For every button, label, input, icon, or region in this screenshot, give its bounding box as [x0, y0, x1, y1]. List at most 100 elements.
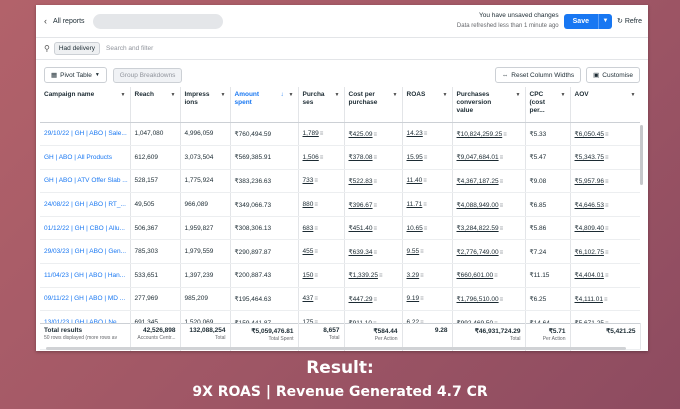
horizontal-scrollbar[interactable] — [46, 347, 626, 350]
metric-value[interactable]: 683 — [302, 224, 314, 232]
metric-value[interactable]: 9.19 — [406, 295, 420, 303]
metric-value[interactable]: ₹3,284,822.59 — [456, 225, 499, 233]
metric-value[interactable]: 1,506 — [302, 153, 319, 161]
metric-value[interactable]: ₹396.67 — [348, 201, 373, 209]
sort-arrow-icon[interactable]: ↓ — [280, 92, 284, 98]
table-row[interactable]: GH | ABO | All Products 612,609 3,073,504 ₹… — [40, 145, 640, 170]
metric-value[interactable]: 175 — [303, 319, 314, 326]
table-row[interactable]: 09/11/22 | GH | ABO | MD ... 277,969 985,2… — [40, 287, 640, 312]
metric-value[interactable]: ₹4,646.53 — [574, 201, 604, 209]
breakdown-icon: ≡ — [314, 249, 318, 256]
metric-value[interactable]: ₹639.34 — [348, 248, 373, 256]
metric-value[interactable]: ₹660,601.00 — [456, 272, 494, 280]
metric-value[interactable]: 9.55 — [406, 248, 420, 256]
column-menu-chevron-icon[interactable]: ▼ — [288, 92, 294, 98]
metric-value[interactable]: ₹6,102.75 — [574, 248, 604, 256]
vertical-scrollbar[interactable] — [640, 125, 643, 185]
customise-button[interactable]: ▣ Customise — [586, 67, 640, 83]
column-header-5[interactable]: Cost per purchase ▼ — [344, 87, 403, 123]
refresh-button[interactable]: ↻ Refre — [617, 17, 642, 26]
metric-value[interactable]: 150 — [302, 271, 314, 279]
breakdown-icon: ≡ — [314, 202, 318, 209]
metric-value[interactable]: ₹2,776,749.00 — [456, 248, 499, 256]
metric-value[interactable]: 733 — [302, 177, 314, 185]
breakdown-icon: ≡ — [319, 131, 324, 138]
column-header-1[interactable]: Reach ▼ — [130, 87, 181, 123]
campaign-name-cell[interactable]: 11/04/23 | GH | ABO | Han... — [40, 263, 131, 288]
column-menu-chevron-icon[interactable]: ▼ — [630, 92, 636, 98]
column-menu-chevron-icon[interactable]: ▼ — [515, 92, 521, 98]
column-header-9[interactable]: AOV ▼ — [570, 87, 640, 123]
metric-value[interactable]: ₹4,088,949.00 — [456, 201, 499, 209]
metric-value[interactable]: ₹522.83 — [348, 177, 373, 185]
save-options-chevron-icon[interactable]: ▼ — [598, 13, 612, 29]
breakdown-icon: ≡ — [373, 202, 378, 209]
campaign-name-cell[interactable]: 01/12/22 | GH | CBO | Allu... — [40, 216, 131, 241]
column-header-6[interactable]: ROAS ▼ — [402, 87, 453, 123]
column-menu-chevron-icon[interactable]: ▼ — [170, 92, 176, 98]
reset-column-widths-button[interactable]: ⇔ Reset Column Widths — [494, 67, 582, 83]
column-menu-chevron-icon[interactable]: ▼ — [120, 92, 126, 98]
metric-value[interactable]: ₹1,339.25 — [348, 272, 378, 280]
column-menu-chevron-icon[interactable]: ▼ — [560, 92, 566, 98]
pivot-table-button[interactable]: ▦ Pivot Table ▼ — [44, 67, 107, 83]
column-header-4[interactable]: Purcha ses ▼ — [298, 87, 345, 123]
metric-value[interactable]: 10.65 — [406, 224, 423, 232]
metric-value[interactable]: 455 — [302, 248, 314, 256]
metric-value[interactable]: 15.95 — [406, 153, 423, 161]
table-row[interactable]: 24/08/22 | GH | ABO | RT_... 49,505 966,08… — [40, 192, 640, 217]
metric-value[interactable]: ₹378.08 — [348, 154, 373, 162]
report-name-field[interactable] — [92, 13, 223, 29]
metric-value[interactable]: 437 — [302, 295, 314, 303]
column-header-7[interactable]: Purchases conversion value ▼ — [452, 87, 526, 123]
campaign-name-cell[interactable]: GH | ABO | All Products — [40, 145, 131, 170]
filter-chip-had-delivery[interactable]: Had delivery — [53, 42, 100, 55]
metric-value[interactable]: ₹5,957.96 — [574, 177, 604, 185]
metric-value[interactable]: 1,789 — [302, 130, 319, 138]
breakdown-icon: ≡ — [423, 131, 428, 138]
metric-value[interactable]: ₹425.09 — [348, 130, 373, 138]
metric-value[interactable]: 11.71 — [406, 201, 423, 209]
table-row[interactable]: GH | ABO | ATV Offer Slab ... 528,157 1,77… — [40, 169, 640, 194]
metric-cell: ₹6,102.75≡ — [570, 239, 640, 265]
column-menu-chevron-icon[interactable]: ▼ — [220, 92, 226, 98]
metric-value[interactable]: ₹1,796,510.00 — [456, 295, 499, 303]
metric-cell: 533,651 — [130, 263, 181, 288]
total-cell: ₹5,059,476.81 Total Spent — [230, 323, 299, 350]
metric-value[interactable]: ₹4,809.40 — [574, 225, 604, 233]
table-row[interactable]: 29/03/23 | GH | ABO | Gen... 785,303 1,979… — [40, 239, 640, 265]
metric-value[interactable]: ₹4,367,187.25 — [456, 177, 499, 185]
campaign-name-cell[interactable]: 29/03/23 | GH | ABO | Gen... — [40, 239, 131, 265]
metric-value[interactable]: ₹10,824,259.25 — [456, 130, 503, 138]
table-row[interactable]: 01/12/22 | GH | CBO | Allu... 506,367 1,95… — [40, 216, 640, 241]
save-button[interactable]: Save — [563, 13, 598, 29]
metric-value[interactable]: 3.29 — [406, 271, 420, 279]
column-menu-chevron-icon[interactable]: ▼ — [442, 92, 448, 98]
back-to-reports-link[interactable]: ‹ All reports — [44, 16, 85, 26]
group-breakdowns-button[interactable]: Group Breakdowns — [112, 67, 183, 83]
metric-value[interactable]: ₹447.29 — [348, 295, 373, 303]
metric-value[interactable]: 880 — [302, 201, 314, 209]
metric-value[interactable]: ₹6,050.45 — [574, 130, 604, 138]
column-menu-chevron-icon[interactable]: ▼ — [392, 92, 398, 98]
metric-value[interactable]: ₹4,111.01 — [574, 295, 603, 303]
metric-value[interactable]: ₹9,047,684.01 — [456, 154, 499, 162]
campaign-name-cell[interactable]: 09/11/22 | GH | ABO | MD ... — [40, 287, 131, 312]
column-header-3[interactable]: Amount spent ↓ ▼ — [230, 87, 299, 123]
metric-value[interactable]: 11.40 — [406, 177, 423, 185]
column-header-8[interactable]: CPC (cost per... ▼ — [525, 87, 571, 123]
metric-value[interactable]: ₹5,343.75 — [574, 154, 604, 162]
campaign-name-cell[interactable]: 29/10/22 | GH | ABO | Sale... — [40, 122, 131, 147]
campaign-name-cell[interactable]: GH | ABO | ATV Offer Slab ... — [40, 169, 131, 194]
metric-value[interactable]: 6.22 — [407, 319, 420, 326]
table-row[interactable]: 29/10/22 | GH | ABO | Sale... 1,047,080 4,… — [40, 122, 640, 147]
column-header-2[interactable]: Impress ions ▼ — [180, 87, 231, 123]
campaign-name-cell[interactable]: 24/08/22 | GH | ABO | RT_... — [40, 192, 131, 217]
table-row[interactable]: 11/04/23 | GH | ABO | Han... 533,651 1,397… — [40, 263, 640, 288]
metric-value[interactable]: 14.23 — [406, 130, 423, 138]
search-filter-input[interactable]: Search and filter — [106, 45, 154, 52]
metric-value[interactable]: ₹4,404.01 — [574, 272, 604, 280]
metric-value[interactable]: ₹451.40 — [348, 225, 373, 233]
column-menu-chevron-icon[interactable]: ▼ — [334, 92, 340, 98]
column-header-0[interactable]: Campaign name ▼ — [40, 87, 131, 123]
